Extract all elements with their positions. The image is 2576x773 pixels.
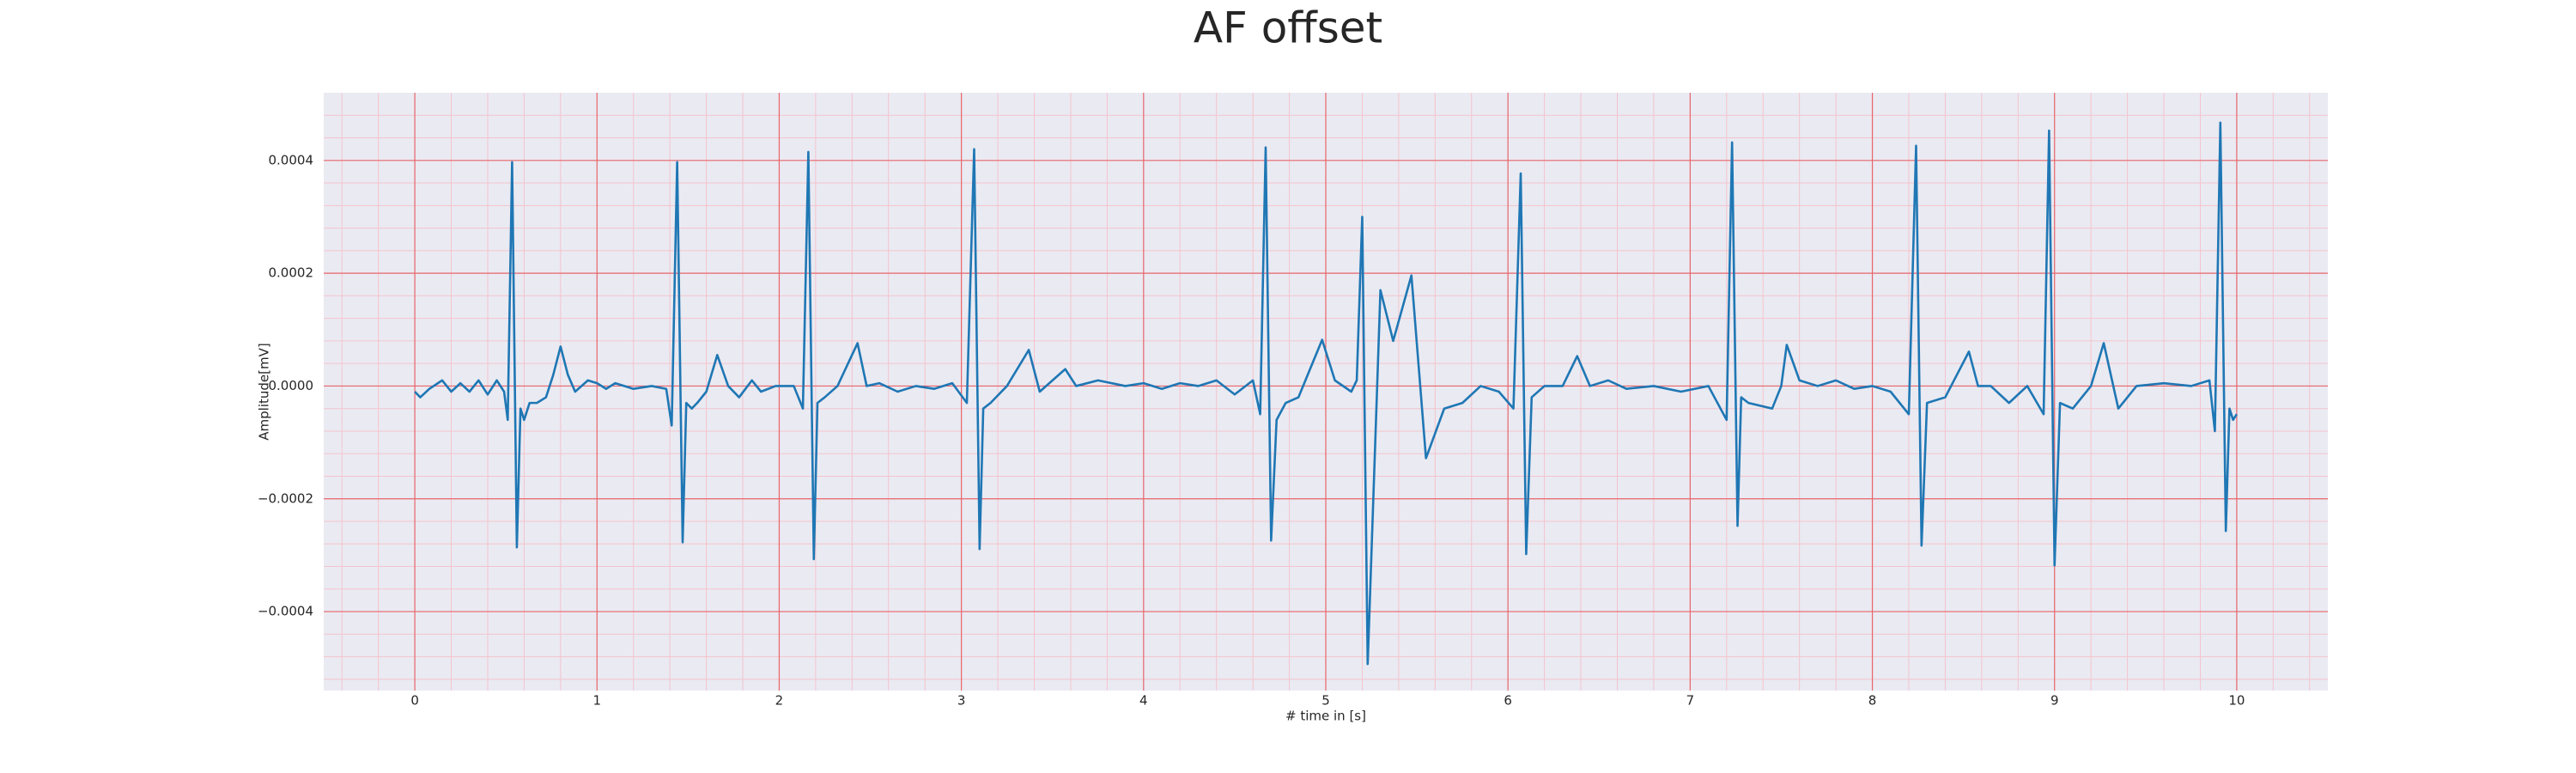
x-tick-label: 0 (410, 693, 419, 709)
y-axis-label: Amplitude[mV] (257, 343, 272, 440)
y-tick-label: 0.0004 (269, 152, 314, 167)
x-axis-label: # time in [s] (1285, 709, 1366, 724)
signal-line (414, 121, 2239, 666)
y-tick-label: 0.0002 (269, 265, 314, 281)
x-tick-label: 8 (1868, 693, 1877, 709)
x-tick-label: 10 (2228, 693, 2245, 709)
x-tick-label: 1 (592, 693, 601, 709)
y-tick-label: −0.0002 (258, 490, 313, 506)
x-tick-label: 2 (775, 693, 784, 709)
x-tick-label: 6 (1504, 693, 1512, 709)
x-tick-label: 9 (2050, 693, 2059, 709)
chart-title: AF offset (1194, 3, 1382, 53)
x-tick-label: 4 (1139, 693, 1148, 709)
y-tick-label: −0.0004 (258, 604, 313, 619)
y-tick-label: 0.0000 (269, 378, 314, 393)
x-tick-label: 5 (1321, 693, 1330, 709)
x-tick-label: 7 (1686, 693, 1695, 709)
marks (414, 121, 2239, 666)
x-tick-label: 3 (957, 693, 966, 709)
